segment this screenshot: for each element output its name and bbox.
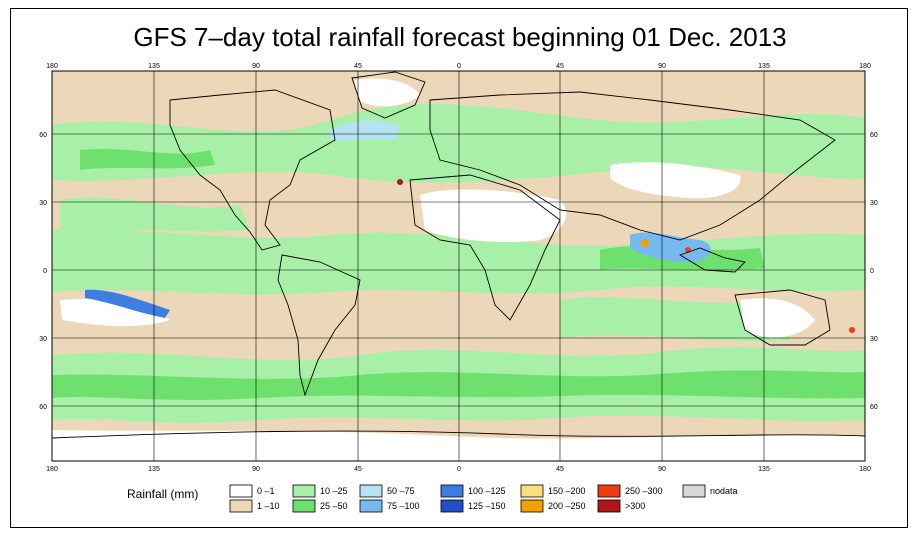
legend-swatch [292, 499, 316, 513]
map-border [51, 70, 866, 462]
legend-items: 0 –1 1 –10 10 –25 25 –50 50 –75 75 –100 100 –1… [229, 484, 738, 513]
legend-label: 50 –75 [387, 486, 415, 496]
lat-label: 30 [870, 336, 878, 343]
lon-label: 90 [252, 63, 260, 70]
hotspot-southeast-asia [630, 232, 711, 262]
lon-label: 0 [457, 466, 461, 473]
south-america-outline [277, 254, 361, 397]
longitude-labels-top: 180 135 90 45 0 45 90 135 180 [46, 63, 871, 70]
lat-label: 30 [870, 200, 878, 207]
legend-swatch [520, 499, 544, 513]
legend-label: 75 –100 [387, 501, 420, 511]
coastlines [52, 71, 865, 439]
greenland-outline [351, 71, 426, 119]
lon-label: 45 [556, 63, 564, 70]
legend-swatch [597, 484, 621, 498]
lon-label: 45 [556, 466, 564, 473]
eurasia-outline [429, 91, 836, 241]
australia-dry [740, 298, 815, 338]
legend-swatch [229, 499, 253, 513]
legend-label: 25 –50 [320, 501, 348, 511]
legend-label: 125 –150 [468, 501, 506, 511]
legend-title: Rainfall (mm) [127, 487, 198, 501]
legend-swatch [359, 484, 383, 498]
lon-label: 90 [658, 63, 666, 70]
antarctica-outline [52, 430, 865, 439]
asia-dry [610, 162, 741, 199]
legend-label: 200 –250 [548, 501, 586, 511]
australia-outline [734, 289, 831, 346]
legend-label: nodata [710, 486, 738, 496]
lat-label: 60 [870, 132, 878, 139]
lat-label: 60 [870, 404, 878, 411]
map-field [52, 71, 865, 461]
legend-swatch [440, 484, 464, 498]
rain-band-indian [560, 297, 790, 342]
latitude-labels-right: 60 30 0 30 60 [870, 132, 878, 411]
latitude-labels-left: 60 30 0 30 60 [39, 132, 47, 411]
lat-label: 60 [39, 404, 47, 411]
map-title: GFS 7–day total rainfall forecast beginn… [133, 22, 787, 52]
legend-swatch [359, 499, 383, 513]
lat-label: 0 [43, 268, 47, 275]
lon-label: 180 [46, 63, 58, 70]
lon-label: 135 [758, 63, 770, 70]
legend-label: 10 –25 [320, 486, 348, 496]
lon-label: 180 [46, 466, 58, 473]
lon-label: 45 [354, 63, 362, 70]
heavy-band-north-pacific [80, 148, 215, 170]
lat-label: 0 [870, 268, 874, 275]
legend-swatch [520, 484, 544, 498]
legend-label: 0 –1 [257, 486, 275, 496]
sahara-dry [420, 189, 567, 242]
legend-label: 250 –300 [625, 486, 663, 496]
legend: Rainfall (mm) 0 –1 1 –10 10 –25 25 –50 50 –7… [127, 484, 738, 513]
hotspot-bay-of-bengal [641, 239, 649, 247]
legend-swatch [440, 499, 464, 513]
hotspot-atlantic [397, 179, 403, 185]
longitude-labels-bottom: 180 135 90 45 0 45 90 135 180 [46, 466, 871, 473]
legend-swatch [292, 484, 316, 498]
north-america-outline [169, 89, 336, 251]
hotspot-south-pacific [85, 289, 170, 318]
lon-label: 180 [859, 63, 871, 70]
lon-label: 90 [658, 466, 666, 473]
legend-label: 150 –200 [548, 486, 586, 496]
graticule [52, 71, 865, 461]
lat-label: 30 [39, 336, 47, 343]
lat-label: 30 [39, 200, 47, 207]
legend-label: >300 [625, 501, 645, 511]
lon-label: 90 [252, 466, 260, 473]
lon-label: 135 [148, 63, 160, 70]
greenland-dry [355, 78, 420, 107]
hotspot-pacific-east [849, 327, 855, 333]
south-pacific-dry [60, 299, 170, 327]
legend-swatch [229, 484, 253, 498]
africa-outline [409, 174, 561, 321]
lon-label: 135 [148, 466, 160, 473]
legend-label: 1 –10 [257, 501, 280, 511]
lon-label: 180 [859, 466, 871, 473]
lat-label: 60 [39, 132, 47, 139]
lon-label: 45 [354, 466, 362, 473]
legend-swatch [682, 484, 706, 498]
legend-swatch [597, 499, 621, 513]
rain-band-pacific [60, 197, 250, 232]
lon-label: 0 [457, 63, 461, 70]
legend-label: 100 –125 [468, 486, 506, 496]
hotspot-north-atlantic [330, 120, 400, 141]
lon-label: 135 [758, 466, 770, 473]
